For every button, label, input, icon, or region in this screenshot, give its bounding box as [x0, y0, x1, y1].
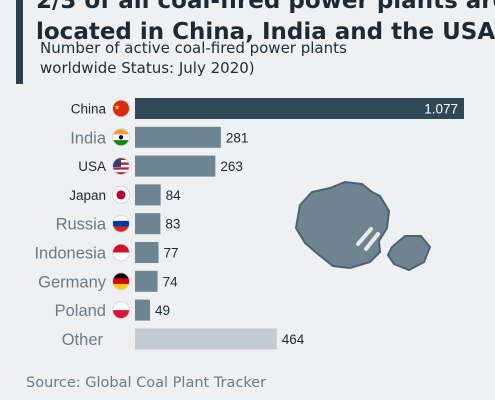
map-marker-line	[356, 227, 373, 246]
source-note: Source: Global Coal Plant Tracker	[26, 375, 267, 391]
data-label-other: 464	[282, 332, 305, 347]
bar-usa	[135, 155, 216, 177]
japan-flag	[112, 185, 130, 204]
india-flag	[112, 128, 130, 147]
china-flag: ★	[112, 99, 130, 118]
poland-flag	[112, 301, 130, 320]
data-label-india: 281	[226, 130, 249, 145]
chart-title-line-2: located in China, India and the USA	[36, 19, 495, 45]
map-marker-line	[364, 232, 380, 251]
data-label-germany: 74	[163, 274, 179, 289]
bar-germany	[135, 270, 158, 292]
data-label-poland: 49	[155, 303, 170, 318]
chart-subtitle-line-1: Number of active coal-fired power plants	[40, 39, 347, 57]
category-label-other: Other	[62, 331, 104, 349]
chart-title: 2/3 of all coal-fired power plants are l…	[36, 0, 495, 48]
china-landmass-shape	[294, 180, 391, 270]
usa-flag	[112, 157, 130, 176]
indonesia-flag	[112, 243, 130, 262]
category-label-china: China	[71, 102, 107, 117]
category-label-indonesia: Indonesia	[34, 245, 106, 263]
category-label-japan: Japan	[69, 188, 106, 203]
chart-subtitle: Number of active coal-fired power plants…	[40, 38, 480, 78]
data-label-indonesia: 77	[164, 246, 179, 261]
category-label-poland: Poland	[55, 302, 106, 320]
title-accent-bar	[16, 0, 23, 84]
bar-india	[135, 126, 221, 148]
russia-flag	[112, 214, 130, 233]
category-label-usa: USA	[78, 159, 106, 174]
data-label-china: 1.077	[424, 102, 458, 117]
bar-japan	[135, 184, 161, 206]
bar-indonesia	[135, 242, 159, 263]
data-label-japan: 84	[166, 188, 182, 203]
bar-chart-plot: China ★ 1.077 India 281 USA 263 Japan 84 Russia 83…	[34, 98, 464, 350]
category-label-india: India	[70, 129, 107, 147]
data-label-usa: 263	[220, 159, 243, 174]
category-label-germany: Germany	[38, 273, 107, 291]
svg-text:★: ★	[114, 104, 120, 112]
data-label-russia: 83	[165, 217, 180, 232]
chart-subtitle-line-2: worldwide Status: July 2020)	[40, 59, 255, 77]
germany-flag	[112, 272, 130, 291]
category-label-russia: Russia	[56, 216, 107, 234]
bar-poland	[135, 299, 150, 321]
chart-title-line-1: 2/3 of all coal-fired power plants are	[36, 0, 495, 14]
map-island-shape	[386, 235, 432, 272]
bar-other	[135, 328, 277, 350]
bar-china	[135, 98, 464, 119]
bar-russia	[135, 213, 161, 235]
china-map-illustration	[294, 180, 432, 272]
